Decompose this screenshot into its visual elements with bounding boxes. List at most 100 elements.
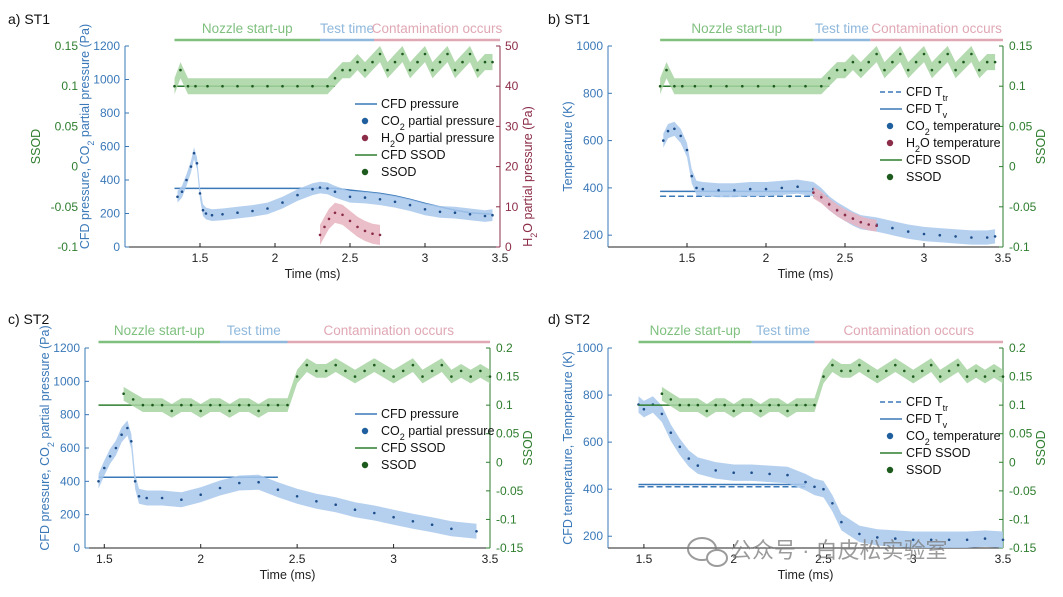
- data-point: [438, 60, 442, 64]
- data-point: [221, 213, 224, 216]
- data-point: [411, 520, 415, 523]
- x-tick-label: 2.5: [342, 251, 359, 265]
- data-point: [812, 191, 815, 194]
- data-point: [194, 84, 197, 88]
- data-point: [195, 162, 199, 165]
- data-point: [363, 229, 367, 233]
- y-tick-label: 1000: [53, 374, 80, 388]
- data-point: [965, 538, 969, 542]
- ssod-tick-label: -0.1: [57, 240, 78, 254]
- ssod-tick-label: 0.15: [55, 39, 79, 53]
- legend-marker: [886, 139, 894, 147]
- data-point: [696, 403, 700, 407]
- uncertainty-band: [813, 186, 877, 232]
- data-point: [732, 471, 735, 475]
- data-point: [180, 403, 183, 407]
- panel-label: c) ST2: [8, 311, 49, 327]
- data-point: [108, 455, 112, 458]
- ssod-tick-label: 0: [1009, 455, 1016, 469]
- data-point: [189, 165, 193, 168]
- legend-label: H2O temperature: [906, 136, 1001, 154]
- data-point: [858, 532, 861, 536]
- data-point: [176, 195, 179, 199]
- data-point: [696, 464, 700, 467]
- data-point: [353, 375, 357, 378]
- legend-label: CFD Tv: [906, 412, 948, 430]
- data-point: [673, 84, 676, 88]
- data-point: [750, 403, 753, 407]
- data-point: [479, 369, 482, 373]
- ssod-tick-label: 0.1: [61, 79, 78, 93]
- y-tick-label: 1000: [576, 341, 603, 355]
- data-point: [768, 472, 771, 476]
- data-point: [333, 190, 337, 193]
- data-point: [145, 496, 148, 500]
- x-tick-label: 3: [422, 251, 429, 265]
- data-point: [459, 369, 463, 373]
- y-tick-label: 800: [583, 388, 603, 402]
- data-point: [483, 60, 487, 64]
- data-point: [430, 523, 434, 526]
- data-point: [327, 217, 331, 221]
- y-tick-label: 200: [100, 207, 120, 221]
- uncertainty-band: [661, 358, 1003, 418]
- data-point: [491, 213, 494, 217]
- phase-label: Nozzle start-up: [650, 323, 741, 338]
- data-point: [218, 403, 222, 407]
- data-point: [983, 537, 987, 540]
- x-tick-label: 1.5: [636, 552, 653, 566]
- data-point: [685, 148, 689, 152]
- x-tick-label: 2: [730, 552, 737, 566]
- y-tick-label: 200: [583, 529, 603, 543]
- uncertainty-band: [638, 396, 1003, 548]
- data-point: [468, 213, 472, 216]
- watermark-text: 公众号 · 白皮松实验室: [730, 538, 948, 563]
- data-point: [827, 203, 831, 206]
- y-tick-label: 400: [583, 482, 603, 496]
- data-point: [393, 60, 397, 64]
- y2-tick-label: 20: [505, 160, 519, 174]
- legend-marker: [361, 427, 369, 435]
- data-point: [408, 203, 412, 207]
- legend-marker: [886, 173, 894, 181]
- y-tick-label: 600: [583, 134, 603, 148]
- data-point: [488, 375, 492, 378]
- data-point: [756, 84, 760, 88]
- data-point: [295, 495, 299, 498]
- series-h2o-temperature: [812, 186, 878, 232]
- legend-label: SSOD: [381, 165, 416, 179]
- data-point: [956, 363, 960, 367]
- data-point: [709, 84, 712, 88]
- legend-label: CFD SSOD: [906, 153, 971, 167]
- x-tick-label: 1.5: [679, 251, 696, 265]
- data-point: [185, 178, 188, 182]
- x-axis-label: Time (ms): [778, 267, 834, 281]
- data-point: [411, 363, 415, 367]
- legend-label: CFD Ttr: [906, 395, 948, 413]
- y2-tick-label: 50: [505, 39, 519, 53]
- data-point: [705, 409, 709, 413]
- legend-label: CO2 partial pressure: [381, 424, 494, 442]
- ssod-tick-label: -0.15: [496, 541, 524, 555]
- data-point: [228, 409, 231, 413]
- series-ssod: [173, 46, 494, 95]
- x-tick-label: 1.5: [192, 251, 209, 265]
- y-tick-label: 1200: [93, 39, 120, 53]
- data-point: [491, 60, 494, 64]
- data-point: [199, 409, 202, 413]
- data-point: [450, 375, 453, 378]
- uncertainty-band: [98, 420, 477, 539]
- data-point: [180, 498, 183, 502]
- chart-panel-c: c) ST2 Nozzle start-up Test time Contaminat…: [8, 311, 535, 582]
- data-point: [114, 446, 118, 450]
- data-point: [759, 409, 762, 413]
- data-point: [475, 530, 478, 533]
- ssod-tick-label: 0.05: [496, 427, 520, 441]
- y-tick-label: 1000: [576, 39, 603, 53]
- data-point: [827, 76, 831, 80]
- data-point: [423, 52, 427, 56]
- data-point: [453, 68, 457, 72]
- ssod-tick-label: 0: [71, 160, 78, 174]
